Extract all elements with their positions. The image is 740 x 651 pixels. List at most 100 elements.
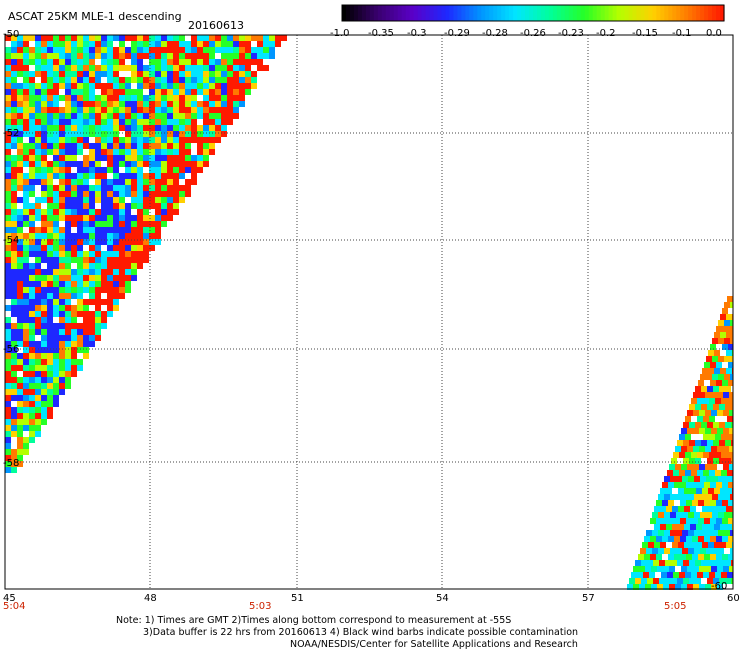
- swath-cell: [149, 71, 155, 77]
- swath-cell: [11, 431, 17, 437]
- swath-cell: [5, 407, 11, 413]
- swath-cell: [23, 449, 29, 455]
- swath-cell: [17, 455, 23, 461]
- swath-cell: [131, 185, 137, 191]
- swath-cell: [71, 365, 77, 371]
- swath-cell: [725, 386, 731, 392]
- swath-cell: [718, 512, 724, 518]
- swath-cell: [667, 572, 673, 578]
- swath-cell: [95, 275, 101, 281]
- swath-cell: [125, 77, 131, 83]
- swath-cell: [727, 470, 733, 476]
- swath-cell: [653, 578, 659, 584]
- swath-cell: [245, 77, 251, 83]
- swath-cell: [83, 263, 89, 269]
- swath-cell: [17, 323, 23, 329]
- swath-cell: [71, 371, 77, 377]
- swath-cell: [47, 389, 53, 395]
- colorbar-frame: [341, 4, 725, 22]
- swath-cell: [11, 89, 17, 95]
- swath-cell: [107, 131, 113, 137]
- swath-cell: [5, 95, 11, 101]
- swath-cell: [95, 251, 101, 257]
- swath-cell: [101, 95, 107, 101]
- swath-cell: [191, 107, 197, 113]
- swath-cell: [101, 275, 107, 281]
- swath-cell: [185, 161, 191, 167]
- swath-cell: [35, 287, 41, 293]
- swath-cell: [149, 167, 155, 173]
- swath-cell: [143, 119, 149, 125]
- swath-cell: [23, 185, 29, 191]
- swath-cell: [191, 53, 197, 59]
- swath-cell: [5, 59, 11, 65]
- swath-cell: [675, 446, 681, 452]
- swath-cell: [695, 422, 701, 428]
- swath-cell: [65, 305, 71, 311]
- swath-cell: [119, 209, 125, 215]
- swath-cell: [11, 101, 17, 107]
- swath-cell: [89, 89, 95, 95]
- colorbar-tick: -1.0: [330, 28, 350, 39]
- swath-cell: [65, 185, 71, 191]
- swath-cell: [633, 566, 639, 572]
- swath-cell: [17, 437, 23, 443]
- colorbar-cell: [576, 5, 582, 21]
- swath-cell: [5, 65, 11, 71]
- swath-cell: [227, 113, 233, 119]
- swath-cell: [716, 326, 722, 332]
- swath-cell: [709, 452, 715, 458]
- swath-cell: [672, 524, 678, 530]
- swath-cell: [227, 59, 233, 65]
- swath-cell: [59, 341, 65, 347]
- swath-cell: [35, 365, 41, 371]
- swath-cell: [119, 59, 125, 65]
- swath-cell: [23, 191, 29, 197]
- swath-cell: [702, 506, 708, 512]
- swath-cell: [727, 452, 733, 458]
- swath-cell: [209, 131, 215, 137]
- swath-cell: [720, 314, 726, 320]
- swath-cell: [185, 65, 191, 71]
- swath-cell: [53, 185, 59, 191]
- swath-cell: [71, 107, 77, 113]
- swath-cell: [119, 245, 125, 251]
- swath-cell: [131, 221, 137, 227]
- swath-cell: [11, 383, 17, 389]
- swath-cell: [65, 311, 71, 317]
- swath-cell: [5, 383, 11, 389]
- swath-cell: [59, 203, 65, 209]
- swath-cell: [722, 326, 728, 332]
- swath-cell: [269, 53, 275, 59]
- swath-cell: [722, 554, 728, 560]
- swath-cell: [720, 506, 726, 512]
- swath-cell: [47, 353, 53, 359]
- swath-cell: [5, 107, 11, 113]
- swath-cell: [47, 377, 53, 383]
- swath-cell: [53, 59, 59, 65]
- swath-cell: [708, 524, 714, 530]
- swath-cell: [59, 71, 65, 77]
- lat-tick-label: -60: [711, 581, 727, 592]
- swath-cell: [143, 131, 149, 137]
- swath-cell: [629, 578, 635, 584]
- swath-cell: [149, 95, 155, 101]
- swath-cell: [47, 335, 53, 341]
- swath-cell: [666, 506, 672, 512]
- swath-cell: [29, 323, 35, 329]
- swath-cell: [173, 71, 179, 77]
- swath-cell: [209, 71, 215, 77]
- colorbar-cell: [533, 5, 538, 21]
- swath-cell: [41, 341, 47, 347]
- swath-cell: [125, 83, 131, 89]
- swath-cell: [41, 257, 47, 263]
- swath-cell: [23, 197, 29, 203]
- swath-cell: [89, 161, 95, 167]
- swath-cell: [77, 233, 83, 239]
- swath-cell: [95, 119, 101, 125]
- swath-cell: [95, 83, 101, 89]
- swath-cell: [107, 221, 113, 227]
- swath-cell: [239, 35, 245, 41]
- swath-cell: [215, 47, 221, 53]
- swath-cell: [717, 566, 723, 572]
